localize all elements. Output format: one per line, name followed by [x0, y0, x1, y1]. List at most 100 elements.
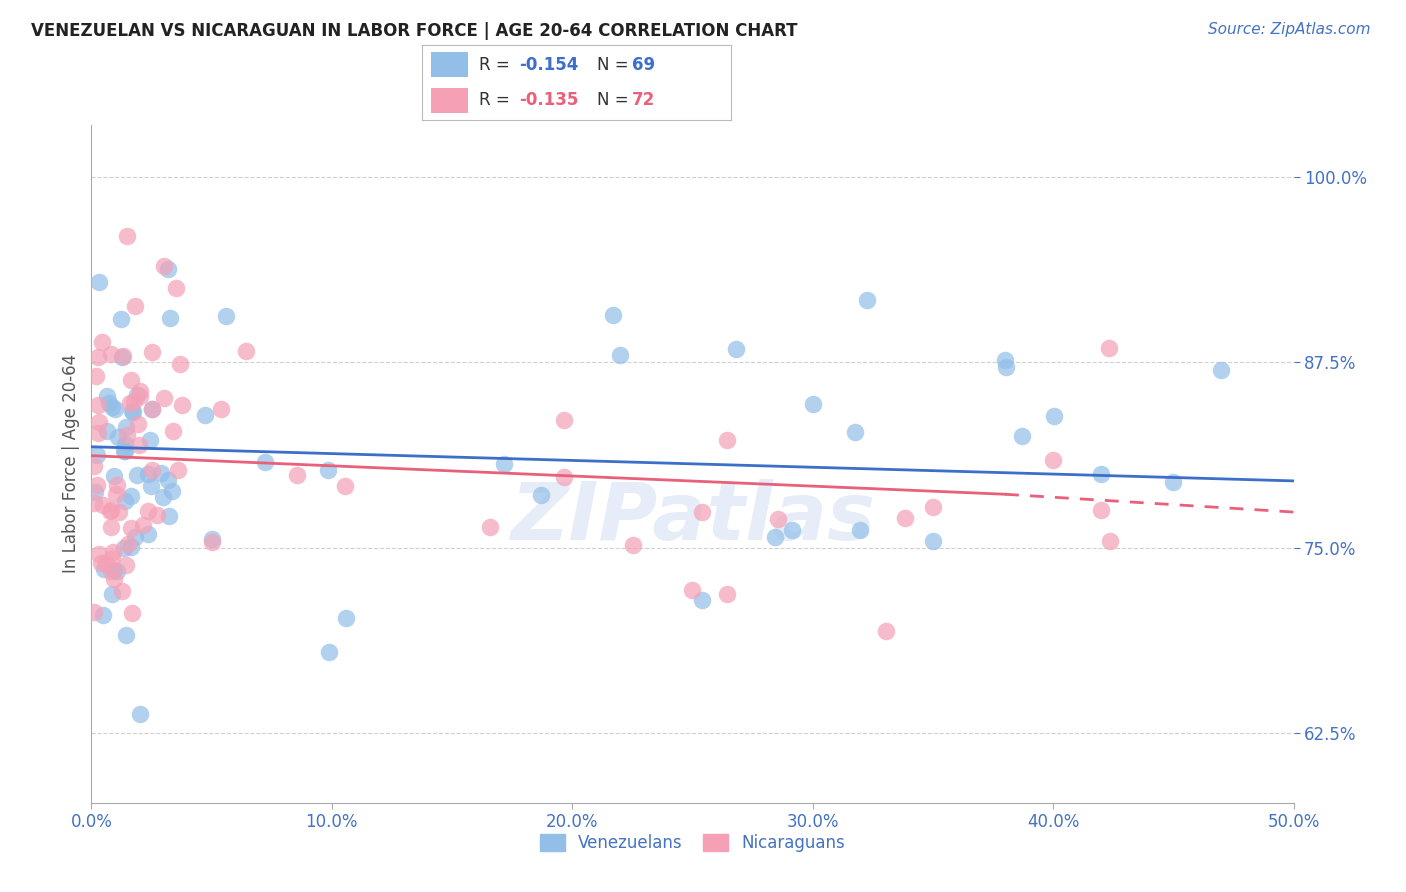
Point	[136, 527, 159, 541]
Point	[122, 394, 145, 409]
Point	[114, 444, 136, 458]
Point	[115, 427, 138, 442]
Point	[107, 430, 129, 444]
Point	[169, 357, 191, 371]
Point	[120, 396, 142, 410]
Point	[121, 404, 143, 418]
Point	[103, 563, 125, 577]
Text: VENEZUELAN VS NICARAGUAN IN LABOR FORCE | AGE 20-64 CORRELATION CHART: VENEZUELAN VS NICARAGUAN IN LABOR FORCE …	[31, 22, 797, 40]
Point	[120, 489, 142, 503]
Text: Source: ZipAtlas.com: Source: ZipAtlas.com	[1208, 22, 1371, 37]
Point	[1099, 533, 1122, 548]
Point	[494, 457, 516, 471]
Point	[285, 467, 308, 482]
Point	[1211, 362, 1233, 376]
Point	[91, 499, 114, 513]
Point	[165, 281, 187, 295]
Point	[100, 347, 122, 361]
Point	[136, 504, 159, 518]
Point	[117, 537, 139, 551]
Point	[100, 564, 122, 578]
Point	[97, 396, 120, 410]
Point	[690, 505, 713, 519]
Point	[86, 449, 108, 463]
FancyBboxPatch shape	[432, 52, 468, 78]
Point	[138, 467, 160, 482]
Point	[103, 545, 125, 559]
Point	[692, 592, 714, 607]
Point	[1011, 429, 1033, 443]
Point	[156, 262, 179, 277]
Point	[153, 391, 176, 405]
Text: R =: R =	[479, 91, 515, 110]
Point	[681, 582, 703, 597]
Point	[856, 293, 879, 307]
Point	[100, 503, 122, 517]
Point	[114, 627, 136, 641]
Point	[316, 463, 339, 477]
Point	[716, 587, 738, 601]
Text: N =: N =	[596, 56, 634, 74]
Point	[1090, 503, 1112, 517]
Point	[87, 547, 110, 561]
Point	[83, 458, 105, 473]
Point	[83, 605, 105, 619]
Point	[209, 402, 232, 417]
Point	[994, 353, 1017, 368]
Point	[141, 401, 163, 416]
Point	[104, 401, 127, 416]
Text: -0.135: -0.135	[519, 91, 579, 110]
Point	[194, 408, 217, 422]
Point	[553, 413, 575, 427]
Point	[844, 425, 866, 440]
Point	[120, 540, 142, 554]
Text: -0.154: -0.154	[519, 56, 579, 74]
Point	[201, 532, 224, 546]
Point	[122, 405, 145, 419]
Point	[335, 610, 357, 624]
Point	[87, 275, 110, 289]
Point	[114, 494, 136, 508]
Point	[114, 443, 136, 458]
Point	[922, 500, 945, 514]
Point	[780, 523, 803, 537]
Point	[724, 342, 747, 356]
Point	[139, 433, 162, 447]
Point	[849, 523, 872, 537]
Point	[86, 477, 108, 491]
Point	[101, 550, 124, 565]
Point	[602, 309, 624, 323]
Point	[922, 534, 945, 549]
Point	[152, 490, 174, 504]
Text: ZIPatlas: ZIPatlas	[510, 479, 875, 558]
Point	[801, 397, 824, 411]
Point	[84, 368, 107, 383]
Point	[125, 388, 148, 402]
Point	[90, 557, 112, 571]
Point	[235, 344, 257, 359]
Point	[141, 401, 163, 416]
Point	[93, 562, 115, 576]
Point	[1042, 409, 1064, 423]
Point	[110, 583, 132, 598]
Point	[766, 512, 789, 526]
Point	[763, 530, 786, 544]
Point	[129, 389, 152, 403]
Point	[681, 807, 703, 822]
Point	[124, 530, 146, 544]
Point	[105, 478, 128, 492]
Point	[141, 463, 163, 477]
Point	[98, 503, 121, 517]
Point	[128, 438, 150, 452]
Text: N =: N =	[596, 91, 634, 110]
Point	[716, 434, 738, 448]
Point	[91, 608, 114, 623]
Point	[115, 558, 138, 572]
Point	[112, 541, 135, 556]
Point	[132, 517, 155, 532]
Point	[105, 487, 128, 501]
Point	[108, 505, 131, 519]
Point	[91, 335, 114, 350]
Point	[110, 312, 132, 326]
Point	[120, 373, 142, 387]
